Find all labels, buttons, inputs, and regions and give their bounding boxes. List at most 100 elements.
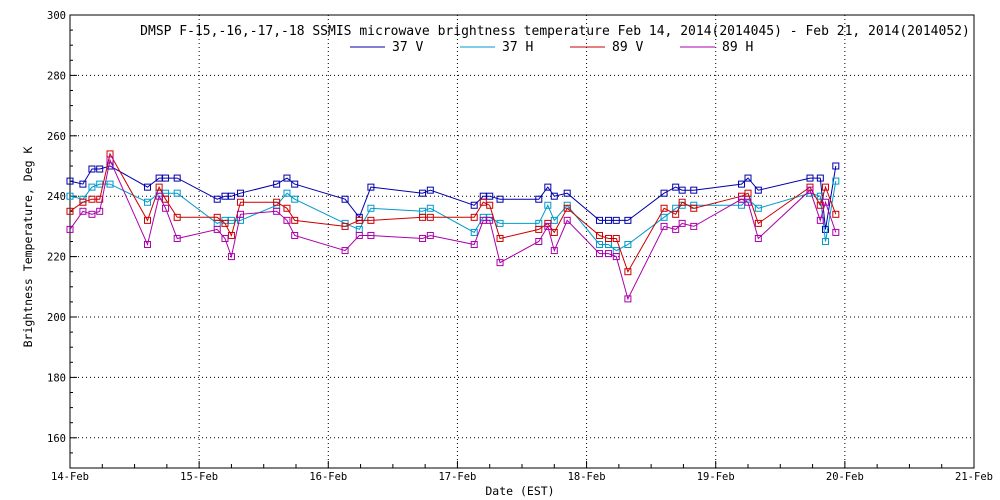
data-point-89-h [341, 247, 349, 255]
series-line-89-h [69, 158, 837, 301]
data-point-89-v [291, 216, 299, 224]
y-tick-label: 300 [47, 10, 66, 22]
data-point-89-h [419, 234, 427, 242]
data-point-89-h [544, 222, 552, 230]
data-point-89-h [355, 231, 363, 239]
series-37-h [66, 177, 840, 255]
data-point-37-v [624, 216, 632, 224]
series-line-37-v [69, 165, 837, 230]
data-point-37-h [754, 204, 762, 212]
data-point-89-h [96, 207, 104, 215]
data-point-89-v [672, 210, 680, 218]
data-point-37-v [273, 180, 281, 188]
data-point-89-v [221, 219, 229, 227]
data-point-89-v [563, 204, 571, 212]
data-point-89-v [367, 216, 375, 224]
data-point-37-v [535, 195, 543, 203]
data-point-37-v [605, 216, 613, 224]
x-tick-label: 17-Feb [438, 471, 476, 483]
data-point-89-h [367, 231, 375, 239]
chart-title: DMSP F-15,-16,-17,-18 SSMIS microwave br… [140, 24, 970, 39]
data-point-89-h [162, 204, 170, 212]
data-point-37-v [595, 216, 603, 224]
y-tick-label: 180 [47, 372, 66, 384]
data-point-89-v [550, 228, 558, 236]
data-point-89-h [486, 216, 494, 224]
data-point-89-h [106, 156, 114, 164]
data-point-37-v [486, 192, 494, 200]
data-point-89-v [744, 189, 752, 197]
legend-label-37-v: 37 V [392, 40, 423, 55]
data-point-89-v [754, 219, 762, 227]
y-axis: 160 180 200 220 240 260 280 300 [47, 10, 77, 469]
data-point-89-h [563, 216, 571, 224]
data-point-37-h [832, 177, 840, 185]
data-point-37-h [426, 204, 434, 212]
data-point-37-v [143, 183, 151, 191]
data-point-37-v [744, 174, 752, 182]
data-point-89-h [496, 259, 504, 267]
data-point-89-h [283, 216, 291, 224]
data-point-89-v [535, 225, 543, 233]
data-point-89-v [612, 234, 620, 242]
data-point-89-v [273, 198, 281, 206]
data-point-89-h [273, 207, 281, 215]
plot-frame [69, 14, 975, 469]
y-tick-label: 220 [47, 252, 66, 264]
data-point-37-v [79, 180, 87, 188]
y-tick-label: 200 [47, 312, 66, 324]
data-point-37-h [143, 198, 151, 206]
data-point-37-v [426, 186, 434, 194]
data-point-89-h [595, 250, 603, 258]
data-point-37-h [283, 189, 291, 197]
data-point-37-v [291, 180, 299, 188]
y-tick-label: 240 [47, 191, 66, 203]
x-tick-label: 19-Feb [697, 471, 735, 483]
data-point-37-v [367, 183, 375, 191]
data-point-37-v [816, 174, 824, 182]
series-layer [66, 150, 840, 303]
x-tick-label: 20-Feb [826, 471, 864, 483]
series-89-h [66, 156, 840, 303]
data-point-89-v [470, 213, 478, 221]
x-tick-label: 15-Feb [180, 471, 218, 483]
legend-label-89-h: 89 H [722, 40, 753, 55]
data-point-89-v [79, 198, 87, 206]
data-point-89-h [624, 295, 632, 303]
data-point-37-v [236, 189, 244, 197]
data-point-89-v [419, 213, 427, 221]
grid [70, 15, 974, 468]
data-point-89-h [754, 234, 762, 242]
data-point-37-v [227, 192, 235, 200]
data-point-89-h [678, 219, 686, 227]
data-point-89-h [535, 238, 543, 245]
data-point-89-h [672, 225, 680, 233]
data-point-37-h [66, 192, 74, 200]
data-point-89-v [605, 234, 613, 242]
data-point-37-v [283, 174, 291, 182]
data-point-89-v [595, 231, 603, 239]
data-point-37-v [563, 189, 571, 197]
data-point-89-v [155, 183, 163, 191]
data-point-89-v [341, 222, 349, 230]
x-axis-label: Date (EST) [485, 484, 554, 498]
x-axis: 14-Feb 15-Feb 16-Feb 17-Feb 18-Feb 19-Feb 20-F… [51, 461, 993, 483]
data-point-89-h [221, 234, 229, 242]
data-point-89-v [486, 201, 494, 209]
data-point-37-h [496, 219, 504, 227]
x-tick-label: 18-Feb [568, 471, 606, 483]
data-point-37-v [213, 195, 221, 203]
data-point-37-h [821, 238, 829, 245]
data-point-89-h [470, 241, 478, 249]
data-point-37-v [96, 165, 104, 173]
legend-label-37-h: 37 H [502, 40, 533, 55]
data-point-37-v [612, 216, 620, 224]
x-tick-label: 21-Feb [955, 471, 993, 483]
y-tick-label: 260 [47, 131, 66, 143]
data-point-89-v [660, 204, 668, 212]
data-point-37-v [88, 165, 96, 173]
data-point-89-v [173, 213, 181, 221]
data-point-89-h [816, 216, 824, 224]
data-point-89-h [426, 231, 434, 239]
data-point-89-h [88, 210, 96, 218]
